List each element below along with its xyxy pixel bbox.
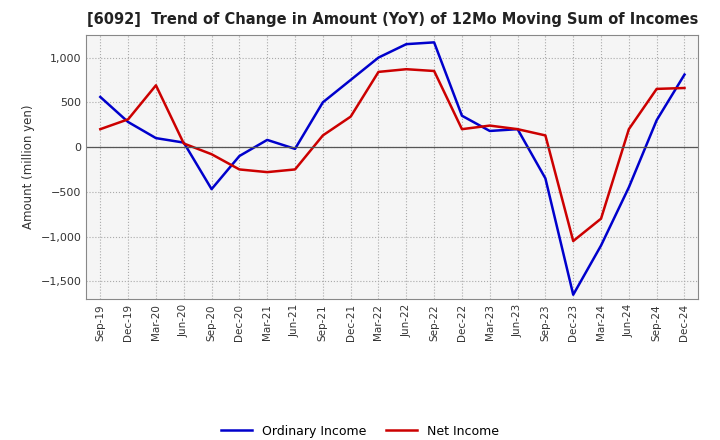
Net Income xyxy=(207,152,216,157)
Net Income xyxy=(124,117,132,122)
Net Income xyxy=(152,83,161,88)
Net Income xyxy=(624,127,633,132)
Ordinary Income xyxy=(569,292,577,297)
Net Income xyxy=(458,127,467,132)
Title: [6092]  Trend of Change in Amount (YoY) of 12Mo Moving Sum of Incomes: [6092] Trend of Change in Amount (YoY) o… xyxy=(86,12,698,27)
Ordinary Income xyxy=(624,185,633,190)
Net Income xyxy=(513,127,522,132)
Ordinary Income xyxy=(152,136,161,141)
Ordinary Income xyxy=(402,41,410,47)
Net Income xyxy=(318,133,327,138)
Ordinary Income xyxy=(485,128,494,134)
Ordinary Income xyxy=(263,137,271,143)
Ordinary Income xyxy=(235,154,243,159)
Ordinary Income xyxy=(179,140,188,145)
Net Income xyxy=(485,123,494,128)
Net Income xyxy=(402,66,410,72)
Ordinary Income xyxy=(652,117,661,123)
Ordinary Income xyxy=(374,55,383,60)
Ordinary Income xyxy=(541,176,550,181)
Line: Ordinary Income: Ordinary Income xyxy=(100,42,685,295)
Net Income xyxy=(680,85,689,91)
Ordinary Income xyxy=(513,127,522,132)
Net Income xyxy=(652,86,661,92)
Net Income xyxy=(374,69,383,74)
Ordinary Income xyxy=(458,113,467,118)
Net Income xyxy=(597,216,606,221)
Ordinary Income xyxy=(124,119,132,125)
Net Income xyxy=(96,127,104,132)
Line: Net Income: Net Income xyxy=(100,69,685,241)
Net Income xyxy=(346,114,355,119)
Net Income xyxy=(569,238,577,244)
Net Income xyxy=(291,167,300,172)
Ordinary Income xyxy=(96,94,104,99)
Ordinary Income xyxy=(318,100,327,105)
Ordinary Income xyxy=(430,40,438,45)
Ordinary Income xyxy=(207,187,216,192)
Ordinary Income xyxy=(680,72,689,77)
Ordinary Income xyxy=(597,243,606,248)
Net Income xyxy=(541,133,550,138)
Net Income xyxy=(430,68,438,73)
Ordinary Income xyxy=(346,77,355,83)
Y-axis label: Amount (million yen): Amount (million yen) xyxy=(22,105,35,229)
Ordinary Income xyxy=(291,146,300,151)
Net Income xyxy=(263,169,271,175)
Legend: Ordinary Income, Net Income: Ordinary Income, Net Income xyxy=(216,420,504,440)
Net Income xyxy=(179,141,188,146)
Net Income xyxy=(235,167,243,172)
